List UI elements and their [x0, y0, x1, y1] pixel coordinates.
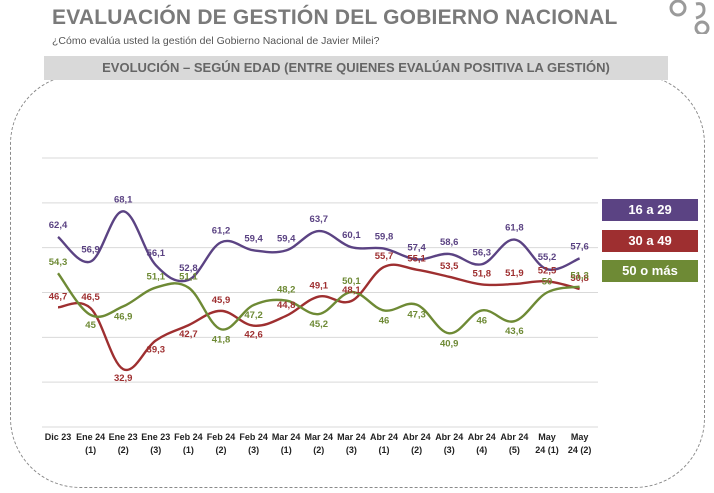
data-label: 59,8 [375, 232, 394, 243]
x-tick-label: Abr 24 [500, 432, 528, 442]
data-label: 46,5 [81, 292, 100, 303]
x-tick-label: May [571, 432, 589, 442]
x-tick-label: Feb 24 [239, 432, 268, 442]
data-label: 51,3 [570, 271, 589, 282]
x-tick-label: (3) [346, 445, 357, 455]
x-tick-label: Abr 24 [435, 432, 463, 442]
x-tick-label: (2) [216, 445, 227, 455]
data-label: 42,6 [244, 330, 263, 341]
x-tick-label: Ene 24 [76, 432, 105, 442]
data-label: 39,3 [147, 344, 166, 355]
x-tick-label: Mar 24 [305, 432, 334, 442]
chart-banner: EVOLUCIÓN – SEGÚN EDAD (ENTRE QUIENES EV… [44, 56, 668, 80]
data-label: 51,9 [505, 268, 524, 279]
x-tick-label: 24 (2) [568, 445, 592, 455]
x-tick-label: (1) [183, 445, 194, 455]
x-tick-label: (5) [509, 445, 520, 455]
x-tick-label: Abr 24 [403, 432, 431, 442]
data-label: 55,7 [375, 251, 394, 262]
data-label: 56,3 [473, 247, 492, 258]
data-label: 59,4 [244, 233, 263, 244]
data-label: 47,2 [244, 310, 263, 321]
x-tick-label: May [538, 432, 556, 442]
x-tick-label: Abr 24 [370, 432, 398, 442]
x-tick-label: (2) [118, 445, 129, 455]
legend-50-o-mas: 50 o más [602, 260, 698, 282]
data-label: 45,9 [212, 295, 231, 306]
data-label: 40,9 [440, 338, 459, 349]
data-label: 52,5 [538, 265, 557, 276]
data-label: 56,1 [147, 248, 166, 259]
data-label: 57,6 [570, 241, 589, 252]
series-line-0 [57, 210, 581, 283]
data-label: 46 [477, 315, 488, 326]
data-label: 56,9 [81, 245, 100, 256]
x-tick-label: Dic 23 [45, 432, 72, 442]
x-tick-label: (3) [444, 445, 455, 455]
page-title: EVALUACIÓN DE GESTIÓN DEL GOBIERNO NACIO… [52, 6, 618, 29]
data-label: 47,3 [407, 310, 426, 321]
data-label: 48,2 [277, 285, 296, 296]
x-tick-label: (3) [150, 445, 161, 455]
data-label: 53,5 [440, 261, 459, 272]
legend-30-a-49: 30 a 49 [602, 230, 698, 252]
data-label: 51,1 [147, 272, 166, 283]
x-tick-label: Mar 24 [272, 432, 301, 442]
data-label: 59,4 [277, 233, 296, 244]
data-label: 42,7 [179, 329, 198, 340]
data-label: 50,8 [570, 273, 589, 284]
x-tick-label: (3) [248, 445, 259, 455]
data-label: 44,8 [277, 300, 296, 311]
data-label: 63,7 [310, 214, 329, 225]
x-tick-label: (1) [379, 445, 390, 455]
data-label: 55,1 [407, 254, 426, 265]
x-tick-label: (1) [85, 445, 96, 455]
data-label: 60,1 [342, 230, 361, 241]
data-label: 58,6 [440, 237, 459, 248]
data-label: 45,2 [310, 319, 329, 330]
data-label: 46 [379, 315, 390, 326]
data-label: 45 [85, 320, 96, 331]
data-label: 46,7 [49, 291, 68, 302]
x-tick-label: Ene 23 [141, 432, 170, 442]
data-label: 61,8 [505, 223, 524, 234]
data-label: 61,2 [212, 225, 231, 236]
data-label: 43,6 [505, 326, 524, 337]
x-tick-label: 24 (1) [535, 445, 559, 455]
x-tick-label: Feb 24 [207, 432, 236, 442]
data-label: 57,4 [407, 242, 426, 253]
x-tick-label: Abr 24 [468, 432, 496, 442]
data-label: 32,9 [114, 373, 133, 384]
data-label: 68,1 [114, 194, 133, 205]
x-tick-label: (2) [313, 445, 324, 455]
x-axis-ticks: Dic 23 Ene 24 (1) Ene 23 (2) Ene 23 (3) Feb 24 (… [45, 432, 592, 455]
data-label: 50,1 [342, 276, 361, 287]
x-tick-label: (4) [476, 445, 487, 455]
data-labels: 62,4 56,9 68,1 56,1 52,8 61,2 59,4 59,4 63,7 60,1… [49, 194, 589, 384]
data-label: 54,3 [49, 257, 68, 268]
data-label: 46,9 [114, 311, 133, 322]
x-tick-label: Feb 24 [174, 432, 203, 442]
data-label: 52,8 [179, 263, 198, 274]
series-line-1 [57, 263, 580, 372]
data-label: 51,1 [179, 272, 198, 283]
data-label: 41,8 [212, 334, 231, 345]
data-label: 48,1 [342, 285, 361, 296]
x-tick-label: Ene 23 [109, 432, 138, 442]
data-label: 51,8 [473, 268, 492, 279]
brand-logo-icon [669, 0, 710, 34]
page-subtitle: ¿Cómo evalúa usted la gestión del Gobier… [52, 35, 380, 47]
data-label: 62,4 [49, 220, 68, 231]
data-label: 50 [542, 277, 553, 288]
series-line-2 [57, 272, 580, 335]
grid-layer [42, 157, 598, 428]
series-lines [57, 210, 581, 372]
x-tick-label: (2) [411, 445, 422, 455]
data-label: 49,1 [310, 281, 329, 292]
x-tick-label: (1) [281, 445, 292, 455]
legend-16-a-29: 16 a 29 [602, 199, 698, 221]
x-tick-label: Mar 24 [337, 432, 366, 442]
data-label: 55,2 [538, 252, 557, 263]
